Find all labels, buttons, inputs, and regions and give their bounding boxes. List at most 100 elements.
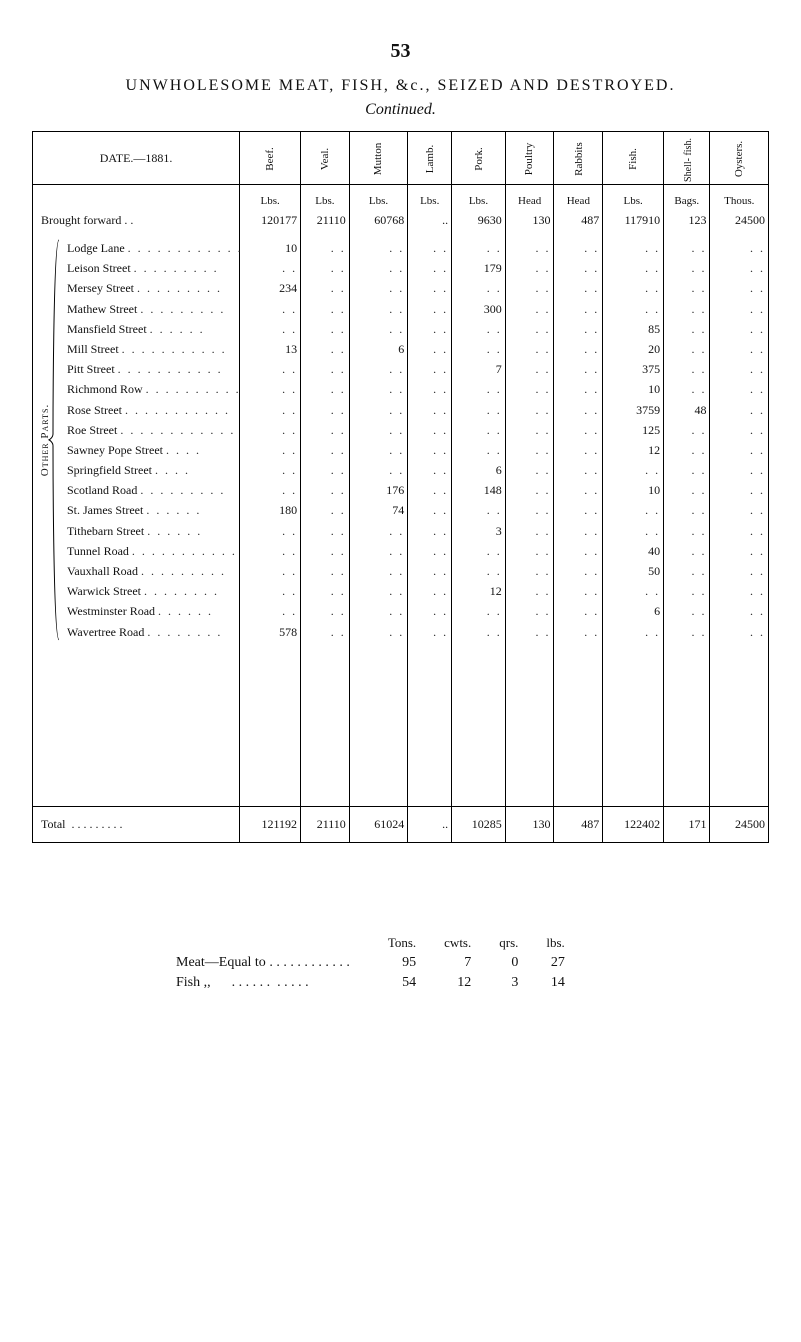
row-label: St. James Street . . . . . .	[33, 500, 240, 520]
cell: . .	[554, 420, 603, 440]
cell: . .	[408, 420, 452, 440]
col-mutton: Mutton	[349, 132, 407, 185]
row-label: Westminster Road . . . . . .	[33, 601, 240, 621]
brought-forward-label: Brought forward . .	[33, 211, 240, 238]
cell: . .	[452, 541, 506, 561]
cell: . .	[505, 480, 554, 500]
cell: . .	[710, 622, 769, 642]
row-label: Mill Street . . . . . . . . . . .	[33, 339, 240, 359]
footer-meat-cwts: 7	[430, 953, 485, 973]
cell: 12	[452, 581, 506, 601]
cell: . .	[349, 400, 407, 420]
cell: . .	[554, 541, 603, 561]
cell: 3759	[603, 400, 664, 420]
cell: . .	[349, 420, 407, 440]
cell: . .	[349, 299, 407, 319]
row-label: Leison Street . . . . . . . . .	[33, 258, 240, 278]
cell: . .	[301, 480, 350, 500]
cell: 375	[603, 359, 664, 379]
cell: . .	[408, 400, 452, 420]
row-label: Wavertree Road . . . . . . . .	[33, 622, 240, 642]
col-veal: Veal.	[301, 132, 350, 185]
cell: . .	[452, 379, 506, 399]
cell: . .	[349, 440, 407, 460]
cell: . .	[301, 400, 350, 420]
date-label: DATE.—1881.	[100, 151, 173, 165]
cell: . .	[408, 460, 452, 480]
cell: . .	[408, 258, 452, 278]
col-rabbits: Rabbits	[554, 132, 603, 185]
cell: . .	[554, 299, 603, 319]
cell: . .	[301, 278, 350, 298]
cell: . .	[301, 319, 350, 339]
cell: . .	[408, 601, 452, 621]
table-row: Vauxhall Road . . . . . . . . .. .. .. .…	[33, 561, 769, 581]
row-label: Scotland Road . . . . . . . . .	[33, 480, 240, 500]
footer-fish-qrs: 3	[485, 973, 532, 993]
bfwd-rabbits: 487	[554, 211, 603, 238]
row-label: Richmond Row . . . . . . . . . .	[33, 379, 240, 399]
footer-hdr-cwts: cwts.	[430, 933, 485, 953]
cell: . .	[710, 379, 769, 399]
cell: . .	[554, 500, 603, 520]
col-beef: Beef.	[240, 132, 301, 185]
cell: . .	[664, 622, 710, 642]
cell: . .	[349, 581, 407, 601]
row-label: Rose Street . . . . . . . . . . .	[33, 400, 240, 420]
cell: . .	[505, 400, 554, 420]
cell: . .	[554, 238, 603, 258]
footer-header-row: Tons. cwts. qrs. lbs.	[162, 933, 579, 953]
cell: . .	[664, 601, 710, 621]
table-row: Sawney Pope Street . . . .. .. .. .. .. …	[33, 440, 769, 460]
cell: . .	[301, 581, 350, 601]
cell: 48	[664, 400, 710, 420]
cell: . .	[603, 258, 664, 278]
cell: . .	[603, 460, 664, 480]
cell: 50	[603, 561, 664, 581]
totals-row: Total . . . . . . . . . 121192 21110 610…	[33, 806, 769, 842]
cell: . .	[664, 339, 710, 359]
cell: . .	[505, 278, 554, 298]
cell: . .	[710, 521, 769, 541]
cell: . .	[710, 400, 769, 420]
cell: . .	[301, 500, 350, 520]
cell: . .	[664, 500, 710, 520]
footer-hdr-lbs: lbs.	[532, 933, 578, 953]
document-subtitle: Continued.	[32, 101, 769, 119]
cell: . .	[240, 480, 301, 500]
bfwd-pork: 9630	[452, 211, 506, 238]
cell: . .	[664, 379, 710, 399]
page-number: 53	[32, 40, 769, 63]
cell: . .	[349, 319, 407, 339]
cell: . .	[452, 601, 506, 621]
total-poultry: 130	[505, 806, 554, 842]
unit-pork: Lbs.	[452, 185, 506, 212]
cell: . .	[710, 460, 769, 480]
cell: . .	[240, 440, 301, 460]
footer-row-fish: Fish ,, . . . . . . . . . . . 54 12 3 14	[162, 973, 579, 993]
cell: . .	[240, 258, 301, 278]
cell: . .	[554, 258, 603, 278]
cell: . .	[301, 460, 350, 480]
cell: . .	[452, 238, 506, 258]
bfwd-oysters: 24500	[710, 211, 769, 238]
cell: 578	[240, 622, 301, 642]
cell: . .	[710, 541, 769, 561]
cell: . .	[349, 541, 407, 561]
cell: . .	[603, 278, 664, 298]
table-row: Pitt Street . . . . . . . . . . .. .. ..…	[33, 359, 769, 379]
cell: 234	[240, 278, 301, 298]
cell: . .	[408, 278, 452, 298]
cell: . .	[664, 440, 710, 460]
cell: . .	[505, 420, 554, 440]
cell: . .	[452, 440, 506, 460]
table-row: Westminster Road . . . . . .. .. .. .. .…	[33, 601, 769, 621]
table-row: Mersey Street . . . . . . . . .234. .. .…	[33, 278, 769, 298]
unit-oysters: Thous.	[710, 185, 769, 212]
cell: . .	[349, 460, 407, 480]
cell: . .	[710, 319, 769, 339]
cell: . .	[554, 278, 603, 298]
cell: . .	[408, 319, 452, 339]
cell: 10	[603, 379, 664, 399]
cell: . .	[301, 622, 350, 642]
